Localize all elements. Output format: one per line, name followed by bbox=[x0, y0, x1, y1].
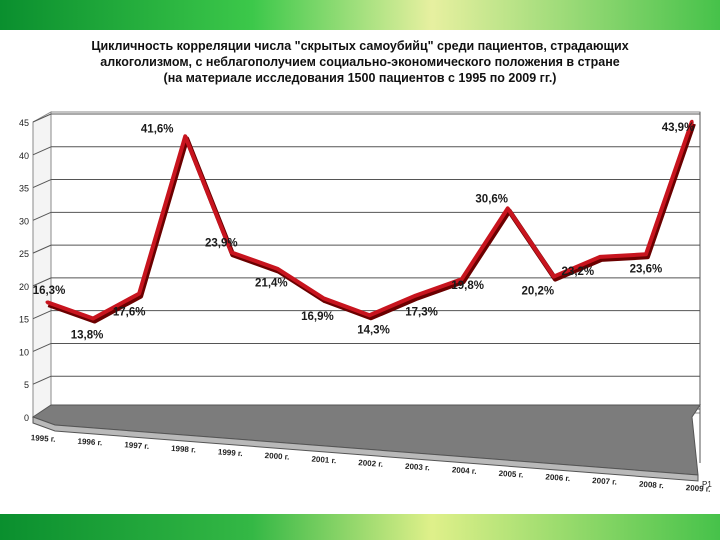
data-point bbox=[368, 313, 371, 317]
data-label: 13,8% bbox=[71, 330, 104, 342]
data-label: 17,3% bbox=[405, 307, 438, 319]
x-tick-label: 2004 г. bbox=[452, 465, 477, 476]
gridline-side bbox=[32, 179, 52, 189]
bottom-decorative-band bbox=[0, 514, 720, 540]
chart-side-wall bbox=[32, 111, 52, 422]
y-tick-label: 15 bbox=[19, 315, 29, 325]
data-label: 14,3% bbox=[357, 324, 390, 336]
gridline-side bbox=[32, 244, 52, 254]
data-point bbox=[183, 134, 187, 138]
x-tick-label: 1999 г. bbox=[218, 447, 243, 458]
chart-title: Цикличность корреляции числа "скрытых са… bbox=[40, 38, 680, 86]
data-label: 23,9% bbox=[205, 237, 238, 249]
y-tick-label: 0 bbox=[24, 413, 29, 423]
y-tick-label: 30 bbox=[19, 216, 29, 226]
data-point bbox=[137, 292, 141, 296]
data-label: 43,9% bbox=[662, 122, 695, 134]
y-tick-label: 20 bbox=[19, 282, 29, 292]
gridline-side bbox=[32, 277, 52, 287]
y-tick-label: 10 bbox=[19, 347, 29, 357]
data-label: 23,2% bbox=[562, 266, 595, 278]
series-line-shadow bbox=[47, 122, 696, 324]
x-tick-label: 2007 г. bbox=[592, 476, 617, 487]
data-point bbox=[321, 296, 325, 300]
x-tick-label: 2009 г. bbox=[686, 483, 711, 494]
data-label: 19,8% bbox=[451, 280, 484, 292]
data-point bbox=[229, 250, 233, 254]
x-tick-label: 2008 г. bbox=[639, 480, 664, 491]
x-tick-label: 2003 г. bbox=[405, 462, 430, 473]
data-point bbox=[644, 252, 648, 256]
x-tick-label: 2005 г. bbox=[498, 469, 523, 480]
data-point bbox=[275, 267, 279, 271]
x-tick-label: 2000 г. bbox=[264, 451, 289, 462]
x-tick-label: 2001 г. bbox=[311, 455, 336, 466]
gridline-side bbox=[32, 146, 52, 156]
data-point bbox=[506, 206, 510, 210]
data-label: 16,9% bbox=[301, 311, 334, 323]
x-tick-label: 1996 г. bbox=[77, 437, 102, 448]
data-point bbox=[91, 317, 95, 321]
chart-title-line-1: Цикличность корреляции числа "скрытых са… bbox=[91, 39, 629, 53]
x-tick-label: 2002 г. bbox=[358, 458, 383, 469]
y-tick-label: 45 bbox=[19, 118, 29, 128]
data-label: 20,2% bbox=[521, 286, 554, 298]
data-label: 23,6% bbox=[630, 263, 663, 275]
gridline-side bbox=[32, 342, 52, 352]
chart-title-line-2: алкоголизмом, с неблагополучием социальн… bbox=[100, 55, 620, 69]
y-tick-label: 25 bbox=[19, 249, 29, 259]
gridline-side bbox=[32, 211, 52, 221]
data-label: 41,6% bbox=[141, 123, 174, 135]
top-decorative-band bbox=[0, 0, 720, 30]
data-point bbox=[45, 300, 49, 304]
x-tick-label: 1998 г. bbox=[171, 444, 196, 455]
y-tick-label: 40 bbox=[19, 151, 29, 161]
data-point bbox=[414, 294, 418, 298]
y-tick-label: 5 bbox=[24, 380, 29, 390]
data-label: 17,6% bbox=[113, 307, 146, 319]
x-tick-label: 1995 г. bbox=[31, 433, 56, 444]
chart-floor-edge bbox=[32, 416, 699, 482]
data-label: 21,4% bbox=[255, 278, 288, 290]
series-label: Р1 bbox=[702, 480, 712, 489]
data-point bbox=[690, 119, 694, 123]
data-point bbox=[460, 277, 464, 281]
y-tick-label: 35 bbox=[19, 184, 29, 194]
data-label: 16,3% bbox=[33, 285, 66, 297]
data-point bbox=[598, 255, 602, 259]
x-tick-label: 1997 г. bbox=[124, 440, 149, 451]
x-tick-label: 2006 г. bbox=[545, 472, 570, 483]
gridline-side bbox=[32, 113, 52, 123]
gridline-side bbox=[32, 375, 52, 385]
chart-title-line-3: (на материале исследования 1500 пациенто… bbox=[163, 71, 557, 85]
data-point bbox=[552, 275, 556, 279]
gridline-side bbox=[32, 310, 52, 320]
data-label: 30,6% bbox=[475, 193, 508, 205]
